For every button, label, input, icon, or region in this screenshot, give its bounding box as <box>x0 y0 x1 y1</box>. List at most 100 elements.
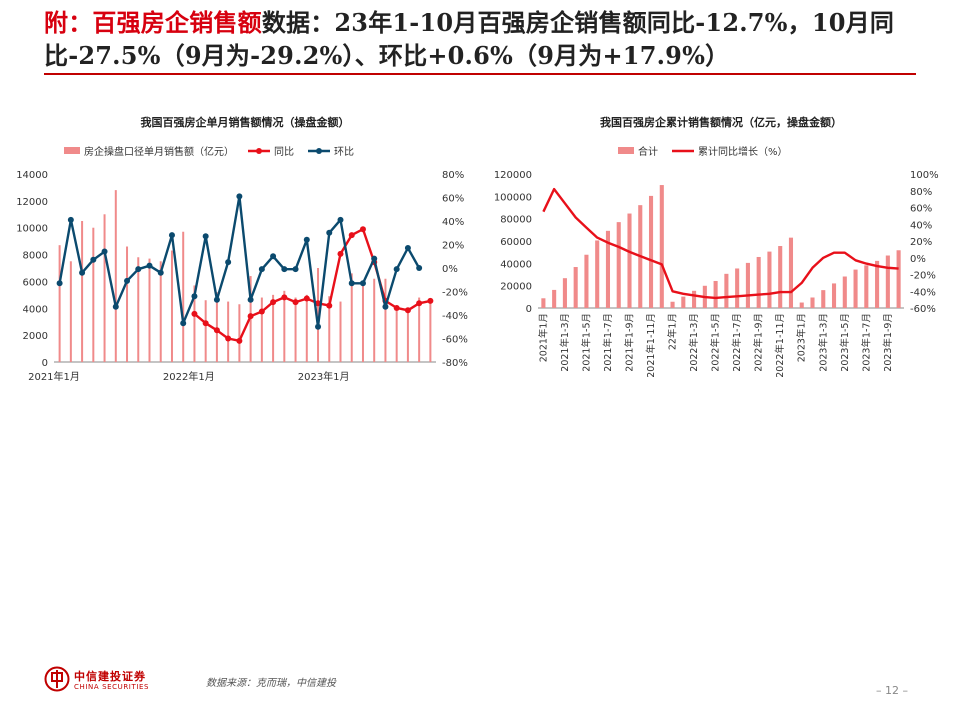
y-right-tick-label: -40% <box>442 311 468 322</box>
bar <box>541 298 546 308</box>
legend-label: 同比 <box>274 146 294 158</box>
chart-title: 我国百强房企单月销售额情况（操盘金额） <box>141 115 350 129</box>
y-right-tick-label: 60% <box>910 204 932 215</box>
series-point <box>281 294 288 301</box>
title-divider <box>44 73 916 75</box>
logo-name-cn: 中信建投证券 <box>74 670 146 683</box>
series-point <box>146 262 153 269</box>
series-point <box>393 266 400 273</box>
bar <box>193 285 196 362</box>
legend-label: 累计同比增长（%） <box>698 145 788 158</box>
page-number: – 12 – <box>876 684 908 697</box>
x-tick-label: 2021年1月 <box>537 313 549 362</box>
series-point <box>213 327 220 334</box>
bar <box>573 267 578 308</box>
bar <box>896 250 901 308</box>
bar <box>294 297 297 362</box>
y-right-tick-label: 100% <box>910 170 939 181</box>
series-point <box>404 245 411 252</box>
series-point <box>371 255 378 262</box>
bar <box>681 296 686 308</box>
x-tick-label: 2021年1月 <box>28 370 80 383</box>
bar <box>745 262 750 308</box>
logo-emblem-icon <box>44 666 70 692</box>
x-tick-label: 2023年1-9月 <box>882 313 894 372</box>
y-left-tick-label: 8000 <box>23 251 48 262</box>
bar <box>864 265 869 308</box>
series-point <box>213 296 220 303</box>
bar <box>328 296 331 362</box>
series-point <box>315 323 322 330</box>
y-right-tick-label: 40% <box>910 220 932 231</box>
series-point <box>67 216 74 223</box>
monthly-sales-chart-svg: 我国百强房企单月销售额情况（操盘金额）房企操盘口径单月销售额（亿元） 同比 环比02… <box>16 115 468 383</box>
y-left-tick-label: 0 <box>42 358 48 369</box>
series-point <box>202 320 209 327</box>
y-right-tick-label: -80% <box>442 358 468 369</box>
series-point <box>337 216 344 223</box>
series-point <box>303 295 310 302</box>
bar <box>810 297 815 308</box>
bar <box>384 278 387 362</box>
legend-label: 环比 <box>334 146 354 158</box>
series-point <box>326 229 333 236</box>
bar <box>92 227 95 362</box>
bar <box>81 221 84 362</box>
bar <box>616 222 621 308</box>
x-tick-label: 2022年1-5月 <box>710 313 722 372</box>
series-point <box>258 308 265 315</box>
bar <box>885 255 890 308</box>
y-left-tick-label: 60000 <box>500 237 532 248</box>
series-point <box>258 266 265 273</box>
bar <box>114 190 117 362</box>
series-point <box>393 304 400 311</box>
y-left-tick-label: 10000 <box>16 224 48 235</box>
series-point <box>112 303 119 310</box>
series-point <box>56 280 63 287</box>
bar <box>767 251 772 308</box>
bar <box>260 297 263 362</box>
series-point <box>124 277 131 284</box>
legend-swatch-marker <box>316 148 322 154</box>
bar <box>418 297 421 362</box>
y-right-tick-label: -40% <box>910 287 936 298</box>
bar <box>395 310 398 362</box>
title-prefix: 附：百强房企销售额 <box>44 8 262 37</box>
bar <box>58 245 61 362</box>
x-tick-label: 2021年1-5月 <box>580 313 592 372</box>
bar <box>317 268 320 362</box>
y-right-tick-label: -60% <box>442 335 468 346</box>
monthly-sales-chart: 我国百强房企单月销售额情况（操盘金额） 房企操盘口径单月销售额（亿元） 同比 环比 0 2… <box>4 108 474 408</box>
series-point <box>247 296 254 303</box>
series-point <box>168 232 175 239</box>
series-point <box>270 253 277 260</box>
series-point <box>270 299 277 306</box>
series-point <box>236 193 243 200</box>
y-left-tick-label: 120000 <box>494 170 532 181</box>
y-left-tick-label: 40000 <box>500 259 532 270</box>
bar <box>283 290 286 362</box>
bar <box>756 256 761 308</box>
series-point <box>416 265 423 271</box>
y-right-tick-label: -60% <box>910 304 936 315</box>
cumulative-sales-chart: 我国百强房企累计销售额情况（亿元，操盘金额） 合计 累计同比增长（%） 0 20000 4… <box>484 108 956 408</box>
series-point <box>427 297 434 304</box>
bar <box>842 276 847 308</box>
series-point <box>225 335 232 342</box>
x-tick-label: 2021年1-7月 <box>602 313 614 372</box>
y-right-tick-label: -20% <box>442 288 468 299</box>
bar <box>215 292 218 362</box>
bar <box>692 290 697 308</box>
series-point <box>135 266 142 273</box>
y-right-tick-label: 0% <box>442 264 458 275</box>
bar <box>735 268 740 308</box>
series-line <box>542 187 899 300</box>
series-point <box>348 232 355 239</box>
series-point <box>303 236 310 243</box>
series-point <box>225 259 232 266</box>
x-tick-label: 2021年1-3月 <box>559 313 571 372</box>
bar <box>148 258 151 362</box>
y-left-tick-label: 6000 <box>23 277 48 288</box>
bar <box>159 261 162 362</box>
series-point <box>281 266 288 273</box>
